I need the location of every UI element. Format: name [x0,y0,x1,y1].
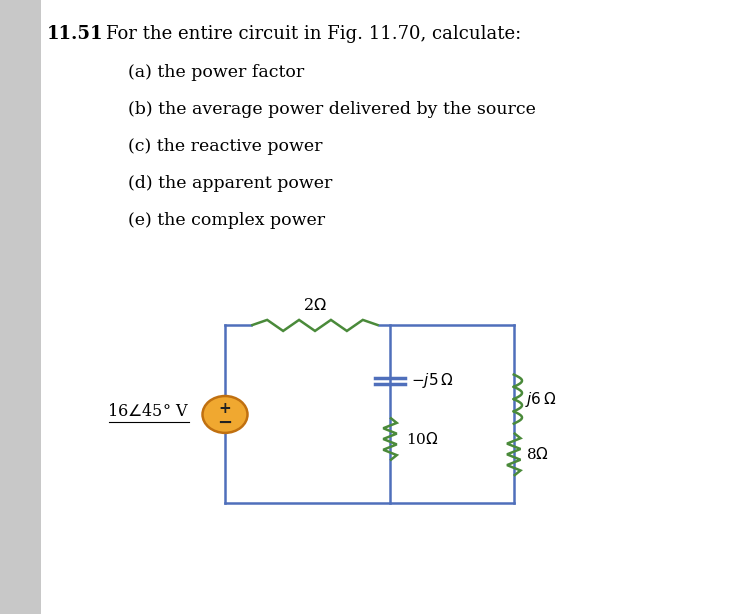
Text: 2$\Omega$: 2$\Omega$ [303,297,327,314]
Circle shape [202,396,248,433]
Text: 16$\angle$45° V: 16$\angle$45° V [107,403,189,420]
Text: 11.51: 11.51 [46,25,103,42]
Text: (e) the complex power: (e) the complex power [128,212,325,229]
Text: $-j5\,\Omega$: $-j5\,\Omega$ [411,371,453,390]
Text: (d) the apparent power: (d) the apparent power [128,175,332,192]
Text: 8$\Omega$: 8$\Omega$ [526,446,549,462]
Text: (a) the power factor: (a) the power factor [128,64,304,82]
Text: $j6\,\Omega$: $j6\,\Omega$ [525,390,556,408]
Text: −: − [217,413,232,432]
Text: 10$\Omega$: 10$\Omega$ [406,431,439,447]
Text: For the entire circuit in Fig. 11.70, calculate:: For the entire circuit in Fig. 11.70, ca… [106,25,522,42]
Text: +: + [219,401,231,416]
Text: (b) the average power delivered by the source: (b) the average power delivered by the s… [128,101,536,119]
Text: (c) the reactive power: (c) the reactive power [128,138,322,155]
